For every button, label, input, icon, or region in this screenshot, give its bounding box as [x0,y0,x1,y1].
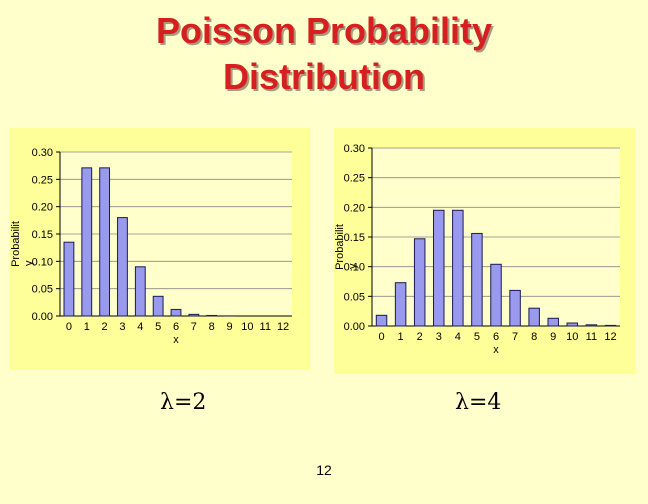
lambda2-bar-4 [134,266,146,317]
lambda4-x-tick-label: 9 [550,331,556,343]
lambda2-y-tick-label: 0.15 [32,229,53,241]
title-line-2: Distribution [223,56,425,97]
lambda4-y-tick-label: 0.20 [344,202,365,214]
lambda4-bar-2 [413,238,426,327]
lambda4-bar-8 [528,307,540,327]
slide-title: Poisson Probability Distribution [0,8,648,100]
lambda2-bar-3 [117,217,128,317]
lambda4-bar-1 [394,282,407,327]
chart-lambda-2: 0.00 0.05 0.10 0.15 0.20 0.25 0.30 0 1 2 3 4 5 6 7 8 9 10… [10,128,310,370]
lambda4-x-tick-label: 12 [604,331,616,343]
lambda2-x-tick-label: 7 [191,321,197,333]
lambda4-y-axis-label-1: Probabilit [334,224,346,270]
lambda-2-caption: λ=2 [160,390,207,415]
lambda4-bar-3 [433,209,445,327]
lambda4-y-tick-label: 0.25 [344,173,365,185]
lambda2-x-tick-label: 2 [102,321,108,333]
lambda2-y-tick-label: 0.05 [32,284,53,296]
lambda4-y-tick-label: 0.15 [344,232,365,244]
lambda2-x-tick-label: 6 [173,321,179,333]
lambda2-bar-1 [81,167,93,317]
chart-lambda-4-svg: 0.000.050.100.150.200.250.300 1 2 3 4 5 6 7 8 9 10… [334,143,620,356]
lambda4-y-tick-label: 0.05 [344,291,365,303]
lambda4-x-tick-label: 10 [566,331,578,343]
lambda4-bar-4 [452,209,464,327]
lambda4-x-tick-label: 8 [531,331,537,343]
lambda4-x-tick-label: 1 [398,331,404,343]
lambda2-y-tick-label: 0.10 [32,256,53,268]
lambda-4-caption: λ=4 [455,390,502,415]
lambda4-x-tick-label: 2 [417,331,423,343]
lambda4-x-tick-label: 3 [436,331,442,343]
lambda4-bar-9 [547,317,559,327]
lambda4-x-tick-label: 7 [512,331,518,343]
chart-lambda-2-svg: 0.000.050.100.150.200.250.300 1 2 3 4 5 6 7 8 9 10… [10,147,292,346]
lambda2-x-tick-label: 3 [119,321,125,333]
lambda4-x-tick-label: 11 [586,331,597,343]
lambda4-bar-0 [375,314,388,327]
lambda2-y-axis-label-1: Probabilit [10,221,22,267]
lambda4-x-tick-label: 4 [455,331,461,343]
lambda2-bar-7 [188,313,200,317]
chart-lambda-4: 0.00 0.05 0.10 0.15 0.20 0.25 0.30 0 1 2 3 4 5 6 7 8 9 10… [334,128,636,374]
lambda4-x-tick-label: 6 [493,331,499,343]
lambda2-bar-0 [63,241,75,317]
lambda2-x-tick-label: 12 [277,321,289,333]
lambda2-bar-2 [99,167,111,317]
lambda2-x-tick-label: 4 [137,321,143,333]
lambda2-y-tick-label: 0.25 [32,174,53,186]
lambda4-bar-12 [604,324,617,327]
lambda2-x-tick-label: 5 [155,321,161,333]
lambda2-x-tick-label: 8 [209,321,215,333]
lambda4-x-tick-label: 0 [378,331,384,343]
lambda2-x-tick-label: 9 [226,321,232,333]
lambda4-bar-6 [490,263,502,327]
lambda2-x-tick-label: 11 [260,321,271,333]
title-line-1: Poisson Probability [155,10,493,51]
lambda2-bar-8 [206,314,218,317]
lambda2-x-axis-label: x [173,334,179,346]
lambda2-y-tick-label: 0.20 [32,202,53,214]
lambda2-x-tick-label: 10 [241,321,253,333]
lambda4-y-tick-label: 0.10 [344,262,365,274]
lambda2-bar-6 [170,308,182,317]
lambda4-bar-5 [471,232,483,327]
lambda4-bar-7 [509,289,521,327]
lambda2-y-tick-label: 0.00 [32,311,53,323]
lambda2-y-tick-label: 0.30 [32,147,53,159]
lambda2-bar-5 [152,295,164,317]
lambda2-y-axis-label-2: y [23,260,35,266]
lambda4-x-axis-label: x [493,344,499,356]
lambda4-x-tick-label: 5 [474,331,480,343]
lambda4-y-tick-label: 0.30 [344,143,365,155]
lambda2-x-tick-label: 0 [66,321,72,333]
lambda2-x-tick-label: 1 [84,321,90,333]
page-number: 12 [316,462,332,478]
lambda4-bar-10 [566,322,579,327]
lambda4-y-axis-label-2: y [347,263,359,269]
lambda4-y-tick-label: 0.00 [344,321,365,333]
lambda4-bar-11 [585,324,598,327]
